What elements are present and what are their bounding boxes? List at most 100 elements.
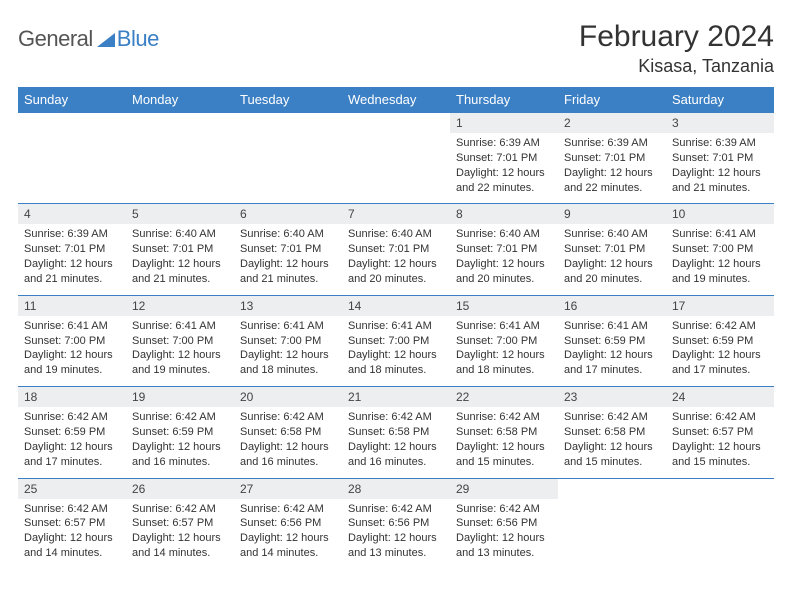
day-d2: and 20 minutes. xyxy=(564,272,660,287)
day-detail-cell: Sunrise: 6:42 AMSunset: 6:58 PMDaylight:… xyxy=(234,407,342,478)
weekday-header: Sunday xyxy=(18,87,126,113)
day-detail-cell: Sunrise: 6:40 AMSunset: 7:01 PMDaylight:… xyxy=(126,224,234,295)
day-number-cell: 8 xyxy=(450,204,558,225)
day-sunrise: Sunrise: 6:42 AM xyxy=(240,502,336,517)
day-sunset: Sunset: 6:58 PM xyxy=(240,425,336,440)
day-sunrise: Sunrise: 6:42 AM xyxy=(132,410,228,425)
location-subtitle: Kisasa, Tanzania xyxy=(579,56,774,77)
day-d2: and 17 minutes. xyxy=(564,363,660,378)
day-sunset: Sunset: 6:58 PM xyxy=(564,425,660,440)
day-detail-cell xyxy=(666,499,774,569)
day-number-cell: 13 xyxy=(234,295,342,316)
day-number-cell: 15 xyxy=(450,295,558,316)
day-number-cell: 4 xyxy=(18,204,126,225)
detail-row: Sunrise: 6:39 AMSunset: 7:01 PMDaylight:… xyxy=(18,224,774,295)
day-sunrise: Sunrise: 6:42 AM xyxy=(672,319,768,334)
day-d1: Daylight: 12 hours xyxy=(24,257,120,272)
day-d1: Daylight: 12 hours xyxy=(456,531,552,546)
day-sunset: Sunset: 6:59 PM xyxy=(132,425,228,440)
day-number-cell: 18 xyxy=(18,387,126,408)
day-d2: and 18 minutes. xyxy=(348,363,444,378)
day-number-cell: 2 xyxy=(558,113,666,134)
day-sunset: Sunset: 7:01 PM xyxy=(24,242,120,257)
day-sunrise: Sunrise: 6:41 AM xyxy=(564,319,660,334)
day-sunset: Sunset: 7:01 PM xyxy=(456,242,552,257)
logo-triangle-icon xyxy=(97,31,115,47)
day-detail-cell: Sunrise: 6:42 AMSunset: 6:59 PMDaylight:… xyxy=(666,316,774,387)
month-title: February 2024 xyxy=(579,20,774,54)
weekday-header: Saturday xyxy=(666,87,774,113)
day-sunrise: Sunrise: 6:42 AM xyxy=(456,410,552,425)
day-number-cell: 6 xyxy=(234,204,342,225)
day-number-cell: 27 xyxy=(234,478,342,499)
day-d2: and 19 minutes. xyxy=(672,272,768,287)
day-number-cell xyxy=(342,113,450,134)
day-d2: and 18 minutes. xyxy=(240,363,336,378)
day-d2: and 22 minutes. xyxy=(456,181,552,196)
day-number-cell: 7 xyxy=(342,204,450,225)
detail-row: Sunrise: 6:42 AMSunset: 6:59 PMDaylight:… xyxy=(18,407,774,478)
day-number-cell: 28 xyxy=(342,478,450,499)
day-d2: and 14 minutes. xyxy=(132,546,228,561)
day-number-cell: 17 xyxy=(666,295,774,316)
day-detail-cell: Sunrise: 6:42 AMSunset: 6:58 PMDaylight:… xyxy=(450,407,558,478)
day-sunrise: Sunrise: 6:42 AM xyxy=(24,502,120,517)
day-sunrise: Sunrise: 6:41 AM xyxy=(672,227,768,242)
day-number-cell: 14 xyxy=(342,295,450,316)
day-sunrise: Sunrise: 6:42 AM xyxy=(456,502,552,517)
daynum-row: 18192021222324 xyxy=(18,387,774,408)
day-d1: Daylight: 12 hours xyxy=(240,348,336,363)
day-number-cell: 10 xyxy=(666,204,774,225)
day-sunrise: Sunrise: 6:41 AM xyxy=(240,319,336,334)
weekday-header: Tuesday xyxy=(234,87,342,113)
daynum-row: 123 xyxy=(18,113,774,134)
day-number-cell: 1 xyxy=(450,113,558,134)
day-d1: Daylight: 12 hours xyxy=(24,531,120,546)
day-d2: and 14 minutes. xyxy=(24,546,120,561)
day-d1: Daylight: 12 hours xyxy=(456,348,552,363)
daynum-row: 11121314151617 xyxy=(18,295,774,316)
day-sunrise: Sunrise: 6:42 AM xyxy=(132,502,228,517)
day-sunset: Sunset: 7:00 PM xyxy=(348,334,444,349)
day-detail-cell xyxy=(234,133,342,204)
day-d2: and 15 minutes. xyxy=(456,455,552,470)
day-d2: and 13 minutes. xyxy=(456,546,552,561)
day-detail-cell: Sunrise: 6:41 AMSunset: 7:00 PMDaylight:… xyxy=(18,316,126,387)
day-detail-cell: Sunrise: 6:42 AMSunset: 6:59 PMDaylight:… xyxy=(18,407,126,478)
day-d2: and 21 minutes. xyxy=(132,272,228,287)
day-detail-cell: Sunrise: 6:41 AMSunset: 7:00 PMDaylight:… xyxy=(126,316,234,387)
day-sunset: Sunset: 7:01 PM xyxy=(132,242,228,257)
logo-blue: Blue xyxy=(117,26,159,52)
day-d2: and 19 minutes. xyxy=(132,363,228,378)
day-number-cell: 29 xyxy=(450,478,558,499)
day-detail-cell xyxy=(18,133,126,204)
day-detail-cell xyxy=(558,499,666,569)
day-sunset: Sunset: 6:58 PM xyxy=(348,425,444,440)
logo-general: General xyxy=(18,26,93,52)
day-number-cell xyxy=(234,113,342,134)
day-d1: Daylight: 12 hours xyxy=(132,348,228,363)
day-detail-cell: Sunrise: 6:40 AMSunset: 7:01 PMDaylight:… xyxy=(342,224,450,295)
day-detail-cell: Sunrise: 6:39 AMSunset: 7:01 PMDaylight:… xyxy=(18,224,126,295)
day-sunset: Sunset: 7:01 PM xyxy=(564,151,660,166)
day-sunset: Sunset: 7:01 PM xyxy=(348,242,444,257)
day-d1: Daylight: 12 hours xyxy=(24,440,120,455)
day-sunset: Sunset: 7:00 PM xyxy=(456,334,552,349)
day-d2: and 17 minutes. xyxy=(24,455,120,470)
day-detail-cell: Sunrise: 6:40 AMSunset: 7:01 PMDaylight:… xyxy=(558,224,666,295)
day-d2: and 21 minutes. xyxy=(240,272,336,287)
day-sunrise: Sunrise: 6:41 AM xyxy=(348,319,444,334)
day-sunrise: Sunrise: 6:40 AM xyxy=(348,227,444,242)
day-sunrise: Sunrise: 6:40 AM xyxy=(132,227,228,242)
day-d2: and 15 minutes. xyxy=(672,455,768,470)
day-number-cell: 11 xyxy=(18,295,126,316)
day-number-cell: 19 xyxy=(126,387,234,408)
day-d1: Daylight: 12 hours xyxy=(672,440,768,455)
calendar-table: Sunday Monday Tuesday Wednesday Thursday… xyxy=(18,87,774,569)
day-sunrise: Sunrise: 6:40 AM xyxy=(240,227,336,242)
day-d2: and 16 minutes. xyxy=(132,455,228,470)
day-d1: Daylight: 12 hours xyxy=(456,440,552,455)
weekday-header: Thursday xyxy=(450,87,558,113)
day-d2: and 13 minutes. xyxy=(348,546,444,561)
day-number-cell xyxy=(18,113,126,134)
